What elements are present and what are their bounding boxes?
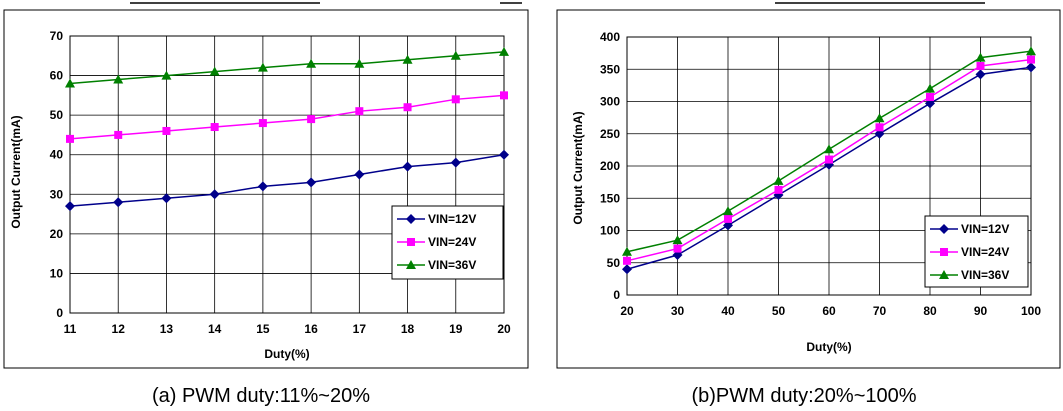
y-tick-label: 200	[600, 159, 620, 173]
y-tick-label: 0	[56, 306, 63, 320]
data-point	[162, 127, 170, 135]
legend-label: VIN=24V	[428, 235, 476, 249]
data-point	[500, 91, 508, 99]
x-tick-label: 15	[256, 322, 270, 336]
data-point	[66, 135, 74, 143]
legend: VIN=12V VIN=24V VIN=36V	[392, 206, 503, 279]
data-point	[259, 119, 267, 127]
x-tick-label: 13	[160, 322, 174, 336]
y-axis-title: Output Current(mA)	[571, 111, 585, 224]
y-tick-label: 250	[600, 127, 620, 141]
data-point	[674, 245, 682, 253]
legend-marker	[940, 248, 948, 256]
x-tick-label: 20	[497, 322, 511, 336]
x-tick-label: 11	[64, 322, 77, 336]
x-tick-label: 16	[304, 322, 318, 336]
data-point	[825, 156, 833, 164]
y-axis-title: Output Current(mA)	[9, 115, 23, 228]
legend-label: VIN=24V	[961, 245, 1009, 259]
chart-a: 0 10 20 30 40 50 60 70 11 12 13 14 15 16 17 18 19 20 Duty(…	[9, 29, 511, 361]
y-tick-label: 300	[600, 95, 620, 109]
x-tick-label: 20	[620, 304, 634, 318]
y-tick-label: 350	[600, 62, 620, 76]
x-tick-label: 60	[822, 304, 836, 318]
x-tick-label: 18	[401, 322, 415, 336]
x-tick-label: 80	[923, 304, 937, 318]
caption-b: (b)PWM duty:20%~100%	[691, 385, 916, 407]
x-tick-label: 12	[112, 322, 126, 336]
x-tick-label: 40	[721, 304, 735, 318]
y-tick-label: 10	[50, 266, 64, 280]
data-point	[404, 103, 412, 111]
y-tick-label: 40	[50, 148, 64, 162]
data-point	[355, 107, 363, 115]
legend: VIN=12V VIN=24V VIN=36V	[925, 216, 1028, 287]
y-tick-label: 30	[50, 187, 64, 201]
data-point	[114, 131, 122, 139]
x-tick-label: 17	[353, 322, 367, 336]
x-tick-label: 19	[449, 322, 463, 336]
data-point	[623, 257, 631, 265]
x-tick-label: 90	[974, 304, 988, 318]
x-tick-label: 70	[873, 304, 887, 318]
x-tick-label: 30	[671, 304, 685, 318]
y-tick-label: 0	[613, 288, 620, 302]
data-point	[1027, 56, 1035, 64]
legend-label: VIN=12V	[961, 222, 1009, 236]
caption-a: (a) PWM duty:11%~20%	[152, 385, 370, 407]
x-axis-title: Duty(%)	[264, 347, 309, 361]
data-point	[307, 115, 315, 123]
y-tick-label: 50	[607, 256, 621, 270]
legend-label: VIN=36V	[961, 268, 1009, 282]
y-tick-label: 400	[600, 30, 620, 44]
data-point	[775, 186, 783, 194]
x-tick-label: 50	[772, 304, 786, 318]
y-tick-label: 50	[50, 108, 64, 122]
y-tick-label: 70	[50, 29, 64, 43]
x-axis-title: Duty(%)	[806, 340, 851, 354]
y-tick-label: 150	[600, 191, 620, 205]
x-tick-label: 100	[1021, 304, 1041, 318]
data-point	[211, 123, 219, 131]
legend-marker	[407, 238, 415, 246]
data-point	[876, 123, 884, 131]
y-tick-label: 60	[50, 69, 64, 83]
data-point	[977, 62, 985, 70]
y-tick-label: 20	[50, 227, 64, 241]
x-tick-label: 14	[208, 322, 222, 336]
data-point	[926, 93, 934, 101]
data-point	[724, 215, 732, 223]
data-point	[452, 95, 460, 103]
legend-label: VIN=12V	[428, 212, 476, 226]
legend-label: VIN=36V	[428, 258, 476, 272]
y-tick-label: 100	[600, 224, 620, 238]
